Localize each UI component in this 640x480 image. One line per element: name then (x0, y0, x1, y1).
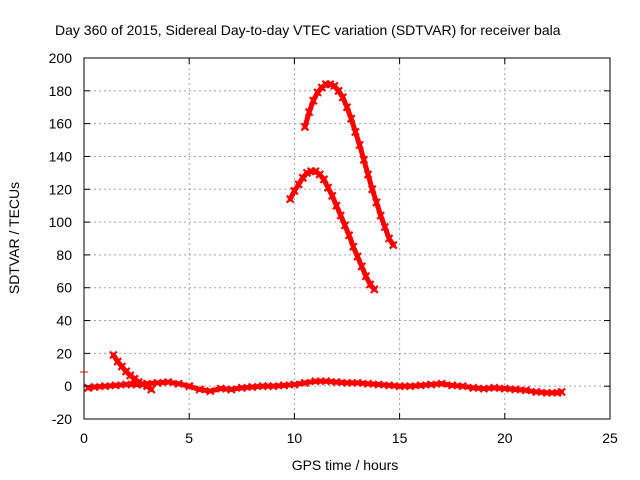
x-axis-label: GPS time / hours (292, 457, 399, 473)
series-early-decay (109, 350, 156, 394)
series-arc-lower (285, 166, 379, 294)
plot-frame (83, 57, 611, 420)
x-tick-label: 5 (185, 430, 193, 446)
series-arc-upper (300, 79, 398, 250)
y-tick-label: 60 (56, 280, 72, 296)
y-tick-label: 100 (49, 214, 73, 230)
y-tick-label: 200 (49, 50, 73, 66)
x-tick-label: 10 (287, 430, 303, 446)
chart-title: Day 360 of 2015, Sidereal Day-to-day VTE… (55, 22, 561, 38)
y-axis-ticks: -20 0 20 40 60 80 100 120 140 160 180 200 (49, 50, 610, 427)
y-tick-label: 0 (64, 378, 72, 394)
y-tick-label: 180 (49, 83, 73, 99)
y-tick-label: 20 (56, 345, 72, 361)
series-trace (110, 352, 154, 392)
y-tick-label: 40 (56, 313, 72, 329)
x-tick-label: 25 (602, 430, 618, 446)
series-trace (302, 81, 396, 248)
y-tick-label: 120 (49, 181, 73, 197)
y-axis-label: SDTVAR / TECUs (6, 182, 22, 294)
x-tick-label: 20 (497, 430, 513, 446)
y-tick-label: -20 (52, 411, 72, 427)
x-tick-label: 0 (80, 430, 88, 446)
y-tick-label: 80 (56, 247, 72, 263)
x-axis-ticks: 0 5 10 15 20 25 (80, 58, 618, 446)
series-baseline (83, 376, 566, 398)
data-marks (83, 79, 566, 398)
x-tick-label: 15 (392, 430, 408, 446)
series-trace (287, 168, 377, 292)
y-tick-label: 160 (49, 116, 73, 132)
grid-lines (84, 58, 610, 419)
y-tick-label: 140 (49, 148, 73, 164)
series-trace (85, 378, 565, 396)
